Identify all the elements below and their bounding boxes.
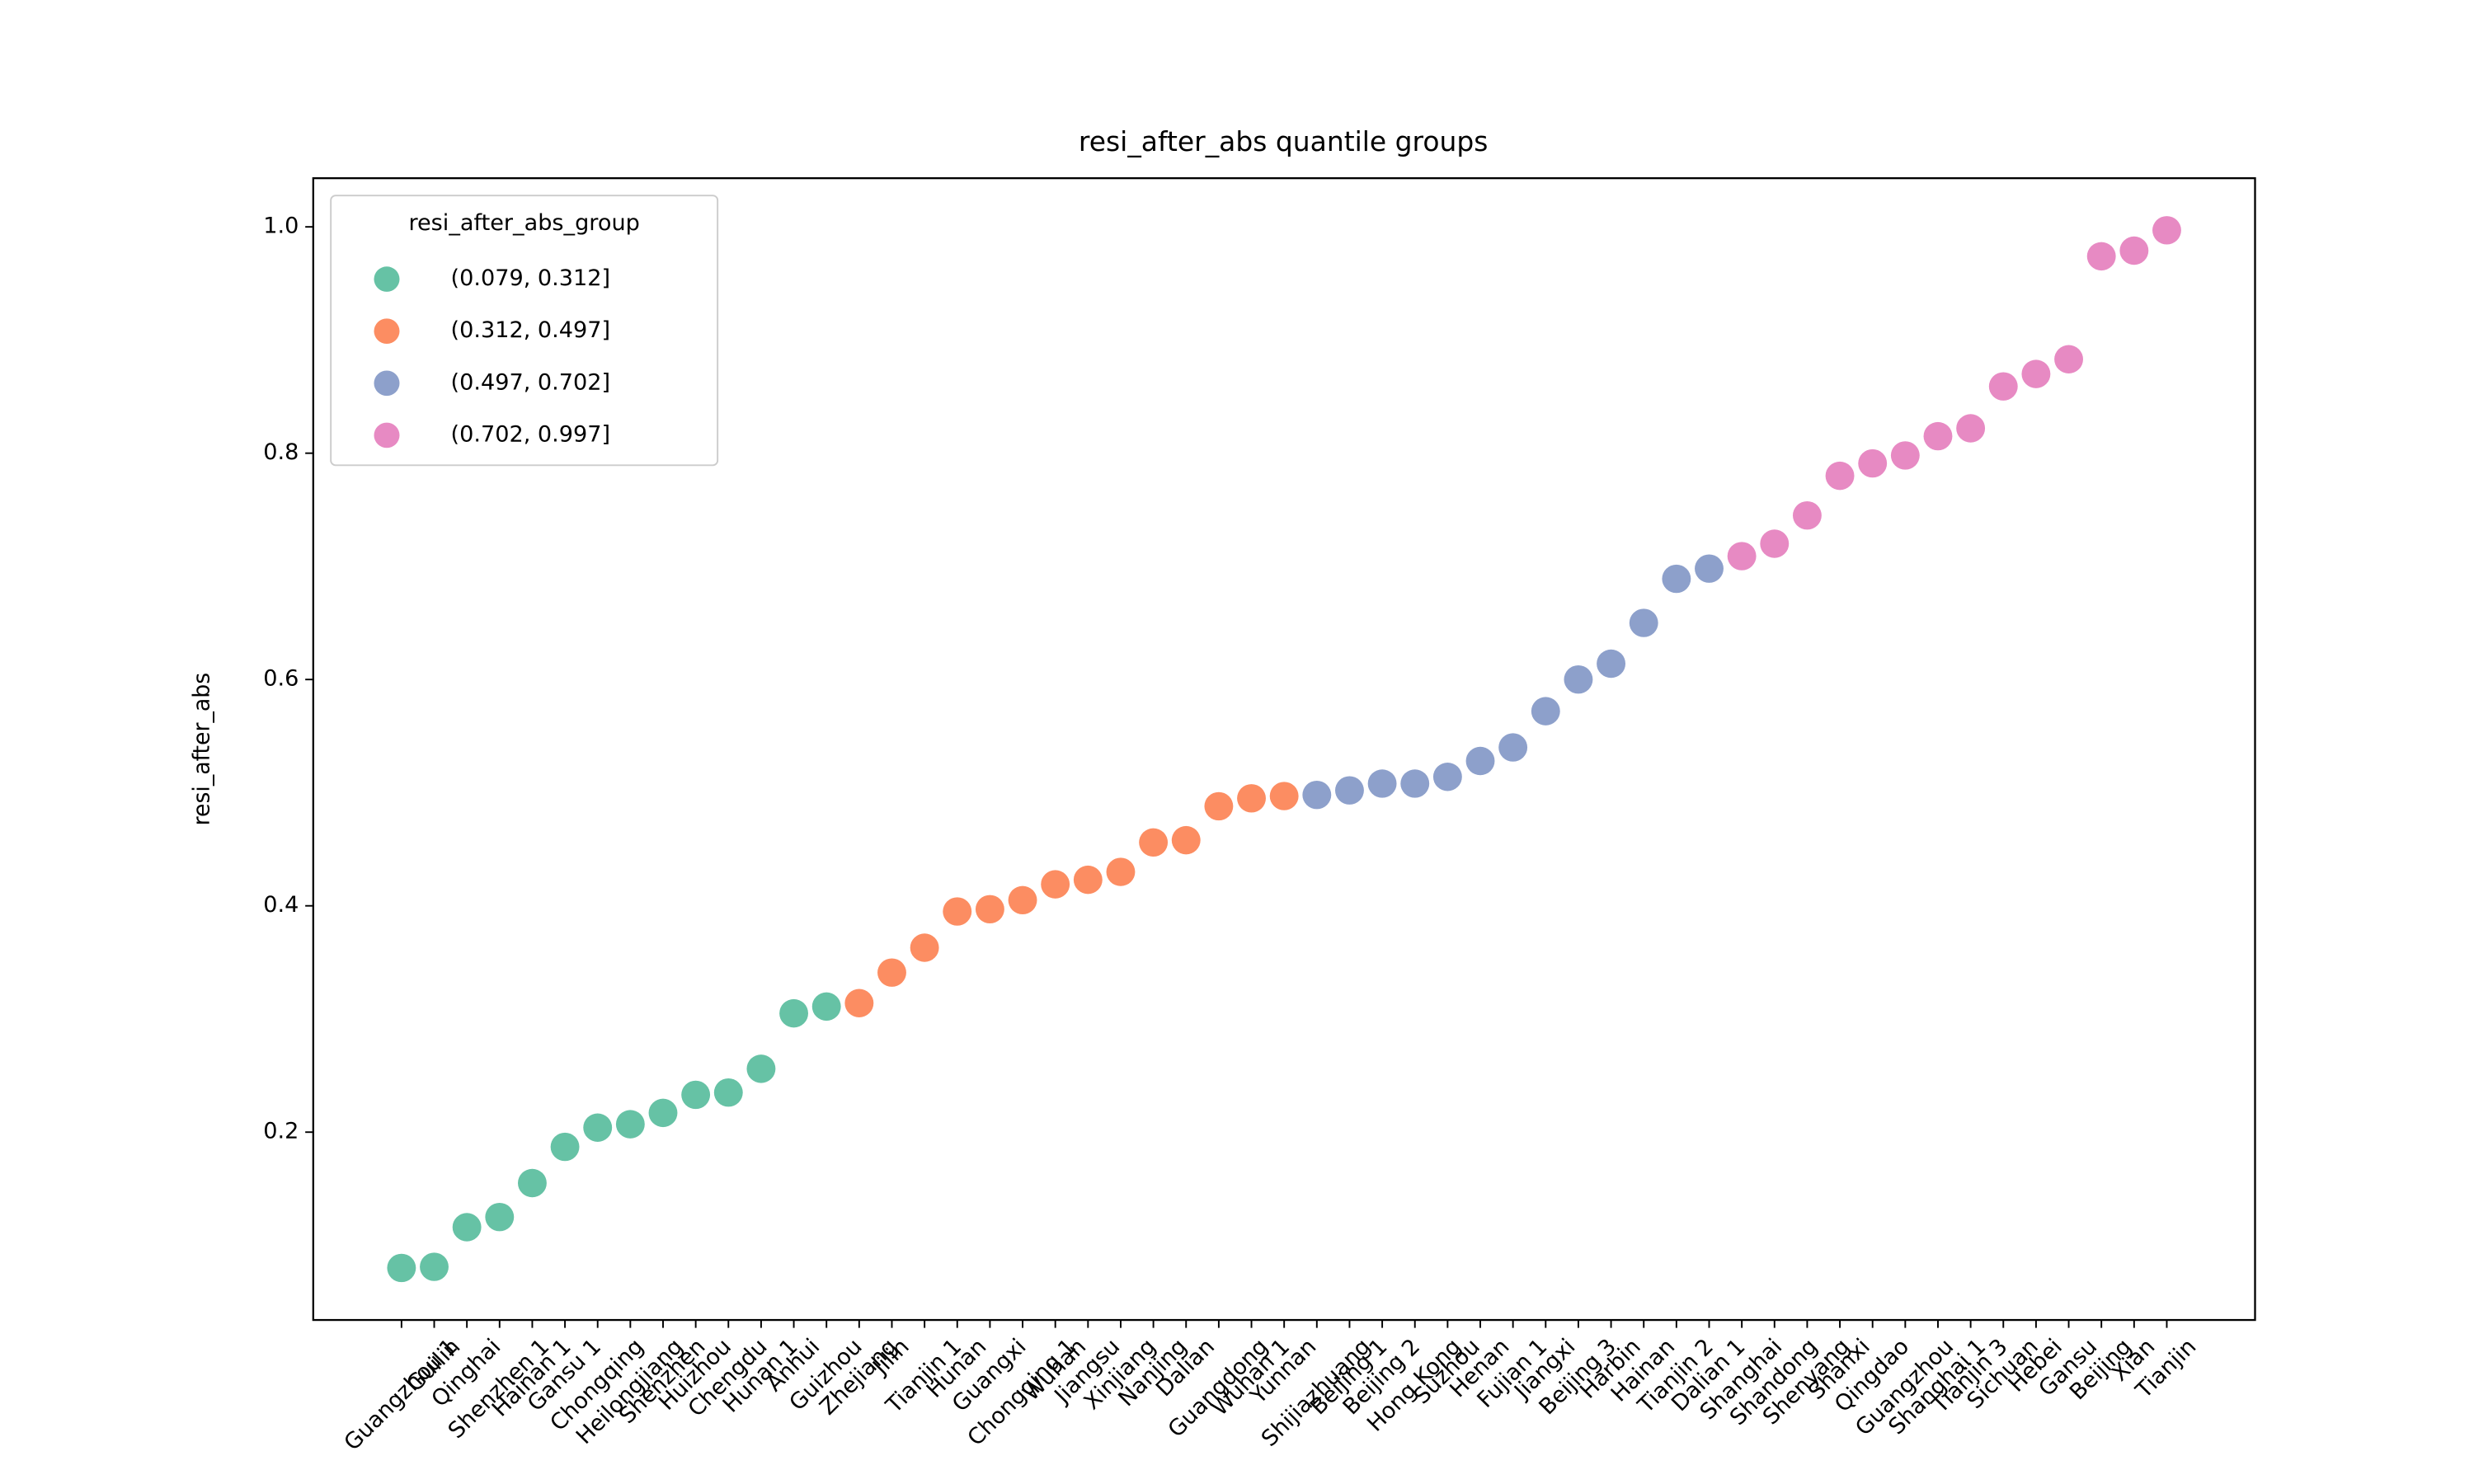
point (2086, 242, 2116, 271)
point (1465, 746, 1495, 776)
point (1662, 564, 1691, 594)
point (1237, 784, 1266, 813)
point (550, 1132, 580, 1162)
legend-label: (0.079, 0.312] (451, 265, 611, 291)
point (1171, 825, 1201, 855)
point (615, 1110, 645, 1139)
point (648, 1098, 678, 1128)
point (713, 1078, 743, 1107)
point (1367, 769, 1397, 798)
y-tick-label: 0.4 (263, 892, 299, 918)
point (2152, 216, 2181, 245)
point (452, 1213, 482, 1242)
legend-label: (0.312, 0.497] (451, 317, 611, 343)
point (1956, 414, 1986, 443)
point (844, 989, 874, 1017)
point (387, 1253, 416, 1283)
legend-marker (374, 370, 400, 397)
point (1597, 649, 1626, 679)
point (1825, 461, 1855, 491)
legend-marker (374, 318, 400, 345)
point (1269, 782, 1299, 810)
y-axis-label: resi_after_abs (190, 673, 215, 826)
point (1858, 448, 1888, 478)
chart-title: resi_after_abs quantile groups (1079, 126, 1489, 157)
point (1629, 608, 1658, 637)
point (910, 933, 939, 962)
point (779, 998, 809, 1028)
point (1432, 763, 1462, 791)
point (1041, 870, 1070, 899)
legend-label: (0.497, 0.702] (451, 369, 611, 395)
point (2054, 345, 2083, 373)
y-tick-label: 1.0 (263, 214, 299, 239)
point (1531, 697, 1560, 726)
point (1695, 554, 1724, 583)
point (2119, 236, 2149, 265)
point (975, 895, 1004, 924)
point (2021, 359, 2051, 388)
point (1792, 500, 1822, 530)
point (485, 1202, 515, 1232)
point (1564, 665, 1593, 694)
point (1106, 857, 1136, 886)
point (1302, 780, 1332, 810)
point (877, 958, 906, 987)
y-tick-label: 0.6 (263, 666, 299, 692)
point (1008, 885, 1037, 915)
point (1988, 372, 2018, 401)
point (746, 1054, 776, 1083)
point (681, 1080, 711, 1110)
y-tick-label: 0.2 (263, 1119, 299, 1144)
point (811, 992, 841, 1021)
point (1923, 421, 1953, 451)
point (1760, 529, 1790, 558)
legend-marker (374, 266, 400, 292)
legend-title: resi_after_abs_group (408, 210, 639, 236)
point (1335, 776, 1364, 805)
point (1890, 441, 1920, 470)
point (1727, 542, 1757, 571)
point (943, 897, 972, 926)
legend-box (330, 195, 719, 467)
legend-marker (374, 422, 400, 448)
point (1073, 865, 1103, 895)
point (1498, 733, 1528, 762)
point (1400, 769, 1430, 798)
legend-label: (0.702, 0.997] (451, 422, 611, 448)
point (517, 1168, 547, 1198)
y-tick-label: 0.8 (263, 439, 299, 465)
point (583, 1113, 613, 1142)
point (420, 1252, 449, 1281)
point (1204, 791, 1234, 821)
point (1139, 828, 1169, 857)
plot-frame (312, 177, 2256, 1322)
